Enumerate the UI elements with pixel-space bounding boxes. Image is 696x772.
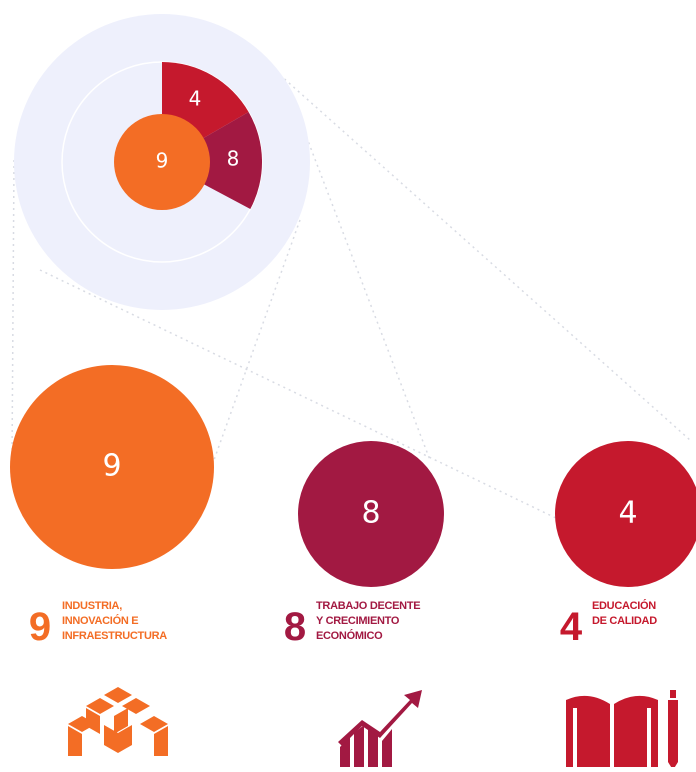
connector — [39, 269, 561, 521]
sector-label: 4 — [189, 87, 202, 111]
goal-title-line: ECONÓMICO — [316, 629, 383, 642]
goal-title-line: INDUSTRIA, — [62, 600, 122, 612]
goal-circle — [10, 365, 214, 569]
goal-circle-number: 4 — [618, 496, 637, 531]
goal-circle-number: 8 — [361, 496, 380, 531]
icon-industry — [68, 687, 168, 756]
connector — [299, 119, 431, 461]
connector — [11, 159, 15, 461]
goal-title-line: INFRAESTRUCTURA — [62, 630, 167, 642]
goal-title-line: TRABAJO DECENTE — [316, 600, 420, 612]
radial-chart: 4 8 9 — [14, 14, 310, 310]
connectors — [11, 74, 691, 521]
goal-circle — [555, 441, 696, 587]
goal-title-line: EDUCACIÓN — [592, 599, 656, 612]
icons — [68, 687, 678, 770]
sector-label: 8 — [227, 147, 240, 171]
goal-title-line: INNOVACIÓN E — [62, 614, 138, 627]
goal-circle-number: 9 — [102, 449, 121, 484]
sector-goal-8 — [162, 112, 263, 209]
goal-number: 4 — [560, 605, 583, 649]
goal-list: 9 9 INDUSTRIA, INNOVACIÓN E INFRAESTRUCTURA 8… — [10, 365, 696, 649]
connector — [279, 74, 691, 441]
goal-title-line: DE CALIDAD — [592, 615, 657, 627]
icon-education — [566, 690, 678, 770]
goal-circle — [298, 441, 444, 587]
goal-number: 8 — [284, 605, 306, 649]
connector — [213, 219, 301, 461]
goal-number: 9 — [29, 605, 51, 649]
goal-title-line: Y CRECIMIENTO — [316, 615, 400, 627]
center-goal-9 — [114, 114, 210, 210]
icon-growth — [338, 690, 422, 767]
center-label: 9 — [156, 149, 169, 173]
